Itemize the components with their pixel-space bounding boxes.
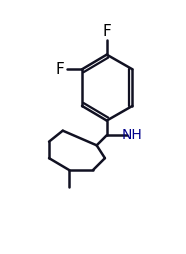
Text: F: F	[56, 62, 65, 77]
Text: F: F	[102, 24, 111, 39]
Text: NH: NH	[121, 128, 142, 142]
